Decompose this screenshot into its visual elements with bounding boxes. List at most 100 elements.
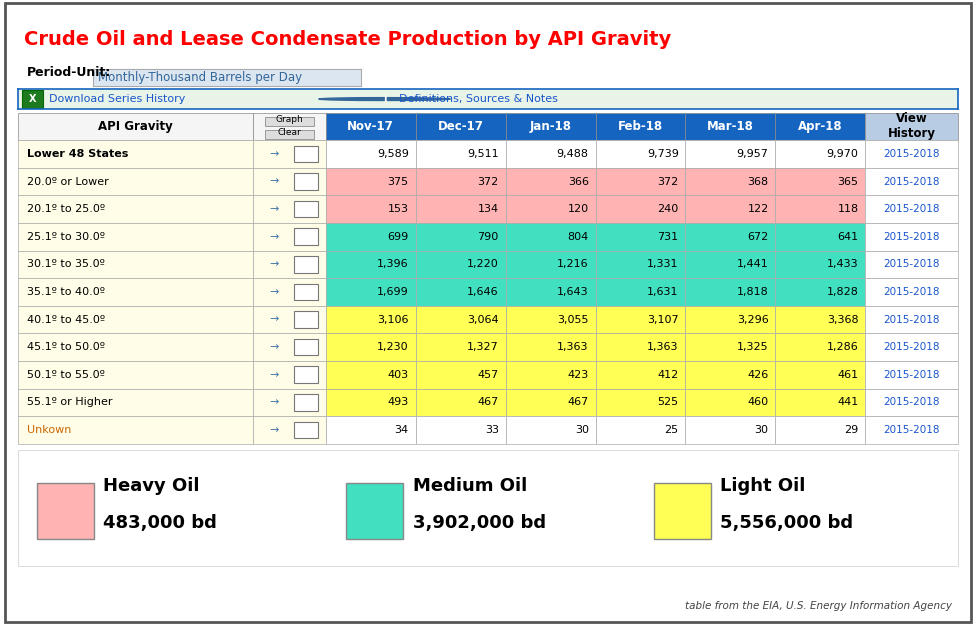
Text: 122: 122	[748, 204, 768, 214]
Text: 3,107: 3,107	[647, 314, 678, 324]
Text: 1,699: 1,699	[377, 287, 409, 297]
Text: →: →	[268, 398, 278, 408]
Text: 3,055: 3,055	[557, 314, 589, 324]
Text: Definitions, Sources & Notes: Definitions, Sources & Notes	[398, 94, 557, 104]
Text: →: →	[268, 314, 278, 324]
Text: Graph: Graph	[275, 115, 304, 124]
Text: 457: 457	[477, 370, 499, 380]
Text: 467: 467	[567, 398, 589, 408]
Text: 25: 25	[665, 425, 678, 435]
Text: Mar-18: Mar-18	[707, 120, 753, 132]
Text: 1,441: 1,441	[737, 259, 768, 269]
Text: Apr-18: Apr-18	[798, 120, 842, 132]
Text: Heavy Oil: Heavy Oil	[103, 477, 200, 494]
Text: table from the EIA, U.S. Energy Information Agency: table from the EIA, U.S. Energy Informat…	[684, 601, 952, 611]
Circle shape	[318, 98, 450, 101]
Text: →: →	[268, 176, 278, 186]
Text: 366: 366	[568, 176, 589, 186]
Text: 120: 120	[568, 204, 589, 214]
Text: →: →	[268, 287, 278, 297]
Text: 1,216: 1,216	[557, 259, 589, 269]
Text: 240: 240	[658, 204, 678, 214]
Text: 461: 461	[837, 370, 859, 380]
Text: 118: 118	[837, 204, 859, 214]
Text: 1,363: 1,363	[647, 342, 678, 352]
Text: 426: 426	[748, 370, 768, 380]
Text: 2015-2018: 2015-2018	[883, 342, 940, 352]
Text: 1,631: 1,631	[647, 287, 678, 297]
Text: →: →	[268, 370, 278, 380]
Text: 45.1º to 50.0º: 45.1º to 50.0º	[27, 342, 105, 352]
Text: →: →	[268, 204, 278, 214]
Text: Clear: Clear	[277, 128, 302, 137]
Text: 34: 34	[394, 425, 409, 435]
Text: 2015-2018: 2015-2018	[883, 287, 940, 297]
Text: 641: 641	[837, 232, 859, 242]
Text: 25.1º to 30.0º: 25.1º to 30.0º	[27, 232, 105, 242]
Text: 55.1º or Higher: 55.1º or Higher	[27, 398, 113, 408]
Text: Monthly-Thousand Barrels per Day: Monthly-Thousand Barrels per Day	[98, 71, 303, 84]
Text: 35.1º to 40.0º: 35.1º to 40.0º	[27, 287, 105, 297]
Text: 403: 403	[387, 370, 409, 380]
Text: →: →	[268, 342, 278, 352]
Text: 467: 467	[477, 398, 499, 408]
Text: 9,739: 9,739	[647, 149, 678, 159]
Text: 460: 460	[748, 398, 768, 408]
Text: 1,220: 1,220	[467, 259, 499, 269]
Text: 1,325: 1,325	[737, 342, 768, 352]
Text: 3,064: 3,064	[468, 314, 499, 324]
Text: Crude Oil and Lease Condensate Production by API Gravity: Crude Oil and Lease Condensate Productio…	[24, 30, 671, 49]
Text: 9,488: 9,488	[556, 149, 589, 159]
Text: 1,331: 1,331	[647, 259, 678, 269]
Text: 699: 699	[387, 232, 409, 242]
Text: 423: 423	[567, 370, 589, 380]
Text: 2015-2018: 2015-2018	[883, 398, 940, 408]
Text: 30.1º to 35.0º: 30.1º to 35.0º	[27, 259, 105, 269]
Text: 412: 412	[658, 370, 678, 380]
Text: Lower 48 States: Lower 48 States	[27, 149, 129, 159]
Text: 1,828: 1,828	[827, 287, 859, 297]
Text: →: →	[268, 425, 278, 435]
Text: 3,296: 3,296	[737, 314, 768, 324]
Text: 1,433: 1,433	[827, 259, 859, 269]
Text: 9,957: 9,957	[737, 149, 768, 159]
Text: 2015-2018: 2015-2018	[883, 176, 940, 186]
Text: 804: 804	[567, 232, 589, 242]
Text: 731: 731	[658, 232, 678, 242]
Text: 2015-2018: 2015-2018	[883, 314, 940, 324]
Text: 3,368: 3,368	[827, 314, 859, 324]
Text: 368: 368	[748, 176, 768, 186]
Text: 1,363: 1,363	[557, 342, 589, 352]
Text: 2015-2018: 2015-2018	[883, 370, 940, 380]
Text: Period-Unit:: Period-Unit:	[27, 66, 111, 79]
Text: 2015-2018: 2015-2018	[883, 149, 940, 159]
FancyBboxPatch shape	[22, 91, 43, 108]
Text: Light Oil: Light Oil	[720, 477, 805, 494]
Text: 1,818: 1,818	[737, 287, 768, 297]
Text: 1,396: 1,396	[377, 259, 409, 269]
Text: 1,230: 1,230	[377, 342, 409, 352]
Text: 372: 372	[477, 176, 499, 186]
Text: 3,902,000 bd: 3,902,000 bd	[413, 514, 546, 532]
Text: 30: 30	[754, 425, 768, 435]
Text: Nov-17: Nov-17	[347, 120, 394, 132]
Text: 372: 372	[658, 176, 678, 186]
Text: Jan-18: Jan-18	[530, 120, 572, 132]
Text: 1,286: 1,286	[827, 342, 859, 352]
Text: 50.1º to 55.0º: 50.1º to 55.0º	[27, 370, 105, 380]
Text: API Gravity: API Gravity	[98, 120, 173, 132]
Text: 29: 29	[844, 425, 859, 435]
Text: 790: 790	[477, 232, 499, 242]
Text: Dec-17: Dec-17	[437, 120, 483, 132]
Text: →: →	[268, 259, 278, 269]
Text: 9,970: 9,970	[827, 149, 859, 159]
Text: 1,327: 1,327	[467, 342, 499, 352]
Text: 672: 672	[748, 232, 768, 242]
Text: 2015-2018: 2015-2018	[883, 204, 940, 214]
Text: 3,106: 3,106	[378, 314, 409, 324]
Text: Medium Oil: Medium Oil	[413, 477, 527, 494]
Text: Feb-18: Feb-18	[618, 120, 663, 132]
Text: 493: 493	[387, 398, 409, 408]
Text: 33: 33	[485, 425, 499, 435]
Text: 134: 134	[477, 204, 499, 214]
